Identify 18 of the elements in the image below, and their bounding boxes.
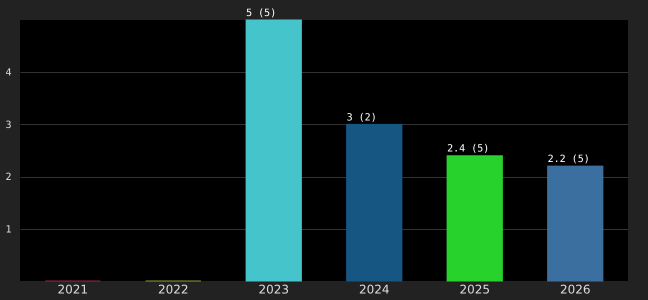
x-tick-label: 2021 bbox=[57, 282, 88, 296]
bar bbox=[246, 20, 302, 282]
y-tick-label: 4 bbox=[6, 68, 12, 79]
y-tick-label: 2 bbox=[6, 172, 12, 184]
bar bbox=[547, 166, 604, 282]
y-tick-label: 3 bbox=[6, 120, 12, 131]
bar bbox=[346, 124, 402, 282]
x-tick-label: 2025 bbox=[459, 282, 490, 296]
x-tick-label: 2024 bbox=[358, 282, 390, 296]
data-label: 3 (2) bbox=[346, 112, 377, 124]
y-tick-label: 1 bbox=[6, 224, 12, 236]
x-tick-label: 2026 bbox=[560, 282, 591, 296]
data-label: 2.2 (5) bbox=[548, 154, 590, 166]
data-label: 2.4 (5) bbox=[447, 144, 490, 155]
x-tick-label: 2022 bbox=[158, 282, 189, 296]
data-label: 5 (5) bbox=[246, 8, 276, 19]
x-tick-label: 2023 bbox=[258, 282, 290, 296]
bar bbox=[446, 155, 503, 282]
